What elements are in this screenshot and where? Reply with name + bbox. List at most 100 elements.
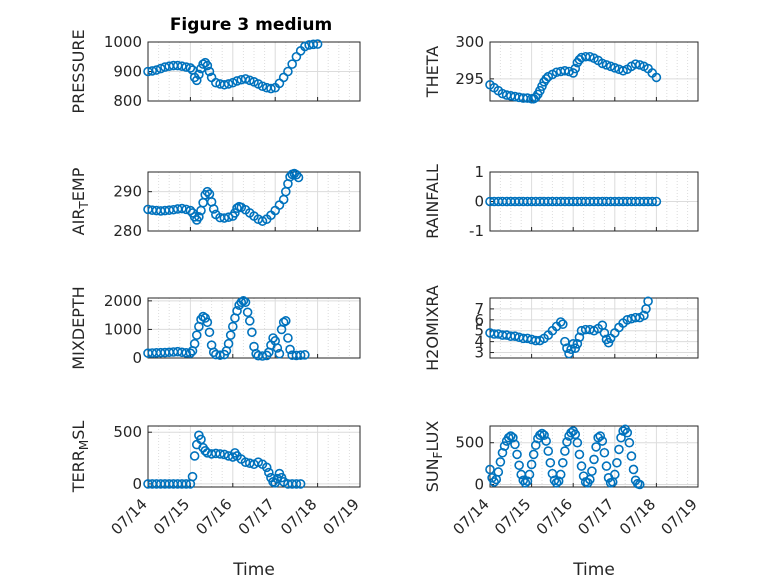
data-point (198, 197, 208, 208)
data-point (570, 63, 581, 74)
data-point (512, 449, 522, 460)
y-tick-label: 2000 (104, 292, 142, 310)
data-point (526, 459, 537, 470)
data-point (223, 338, 234, 349)
data-point (591, 442, 601, 452)
x-axis-label: Time (572, 560, 615, 580)
data-point (560, 336, 570, 347)
data-point (155, 63, 166, 74)
data-point (247, 327, 257, 338)
data-point (622, 427, 633, 438)
data-point (147, 66, 158, 76)
data-point (223, 212, 234, 223)
x-tick-label: 07/18 (616, 495, 659, 538)
axes-box (489, 425, 699, 488)
data-point (535, 85, 545, 96)
data-point (528, 449, 539, 460)
y-tick-label: 1000 (104, 33, 142, 51)
data-point (499, 441, 510, 451)
data-point (557, 319, 568, 329)
y-tick-label: 280 (113, 222, 142, 240)
data-point (497, 88, 508, 99)
x-axis-label: Time (232, 560, 275, 580)
y-tick-label: 900 (113, 63, 142, 81)
y-tick-label: 7 (474, 300, 484, 318)
data-point (530, 335, 541, 346)
figure-title: Figure 3 medium (170, 15, 332, 35)
data-point (543, 446, 554, 456)
axes-box (489, 41, 699, 102)
data-point (202, 60, 213, 71)
data-point (485, 464, 495, 475)
data-point (300, 41, 310, 52)
data-point (181, 348, 191, 358)
data-point (283, 333, 293, 343)
data-point (524, 469, 535, 480)
data-point (541, 436, 551, 446)
x-tick-label: 07/16 (192, 495, 235, 538)
data-point (177, 61, 187, 71)
data-point (551, 478, 562, 488)
data-point (251, 348, 261, 359)
y-tick-label: 3 (474, 344, 484, 362)
data-point (211, 77, 221, 88)
data-point (240, 297, 251, 308)
data-point (191, 75, 202, 86)
data-point (601, 461, 612, 471)
y-axis-label: THETA (423, 46, 442, 98)
y-tick-label: 1 (474, 163, 484, 181)
x-tick-label: 07/17 (574, 495, 617, 538)
y-axis-label: PRESSURE (69, 29, 88, 113)
data-point (541, 74, 551, 84)
data-point (228, 321, 238, 332)
data-point (628, 464, 639, 475)
data-point (585, 51, 595, 62)
data-point (208, 204, 219, 214)
data-point (194, 69, 204, 80)
data-point (568, 68, 579, 78)
data-point (535, 430, 545, 440)
data-point (244, 316, 255, 326)
data-point (609, 469, 620, 480)
y-tick-label: 300 (455, 33, 484, 51)
data-point (293, 172, 304, 183)
y-axis-label: SUNFLUX (423, 421, 445, 493)
data-point (587, 466, 597, 476)
data-point (291, 169, 302, 180)
data-point (185, 348, 196, 358)
data-point (630, 59, 641, 69)
x-tick-label: 07/19 (658, 495, 701, 538)
data-point (572, 339, 583, 349)
data-point (287, 59, 297, 69)
data-point (570, 429, 581, 440)
data-point (537, 428, 547, 439)
x-tick-label: 07/17 (235, 495, 278, 538)
data-point (599, 447, 610, 458)
data-point (557, 457, 568, 468)
data-point (634, 479, 645, 490)
data-point (539, 430, 549, 440)
data-point (560, 65, 570, 76)
data-point (257, 81, 268, 92)
y-tick-label: 500 (455, 434, 484, 452)
data-point (651, 196, 662, 207)
data-point (291, 479, 302, 489)
data-point (589, 454, 599, 465)
data-point (514, 460, 524, 471)
y-tick-label: 0 (132, 475, 142, 493)
y-tick-label: 800 (113, 92, 142, 110)
x-tick-label: 07/19 (320, 495, 363, 538)
data-point (545, 457, 556, 468)
data-point (280, 316, 291, 326)
data-point (181, 479, 191, 489)
data-point (204, 327, 215, 338)
data-point (510, 439, 520, 450)
data-point (225, 330, 236, 340)
data-point (240, 74, 251, 84)
data-point (266, 83, 276, 94)
data-point (562, 437, 572, 447)
data-point (624, 437, 635, 448)
data-point (215, 449, 225, 459)
data-point (261, 462, 272, 473)
